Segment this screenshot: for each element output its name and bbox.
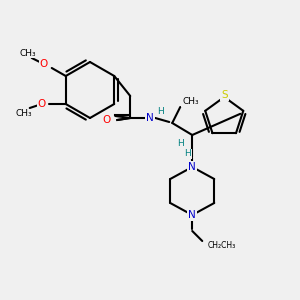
Text: N: N [188, 162, 196, 172]
Text: O: O [40, 59, 48, 69]
Text: H: H [157, 107, 164, 116]
Text: O: O [102, 115, 110, 125]
Text: N: N [146, 113, 154, 123]
Text: CH₂CH₃: CH₂CH₃ [207, 242, 236, 250]
Text: CH₃: CH₃ [20, 49, 36, 58]
Text: S: S [221, 90, 228, 100]
Text: CH₃: CH₃ [15, 110, 32, 118]
Text: H: H [184, 149, 191, 158]
Text: H: H [177, 139, 184, 148]
Text: O: O [38, 99, 46, 109]
Text: N: N [188, 210, 196, 220]
Text: CH₃: CH₃ [182, 98, 199, 106]
